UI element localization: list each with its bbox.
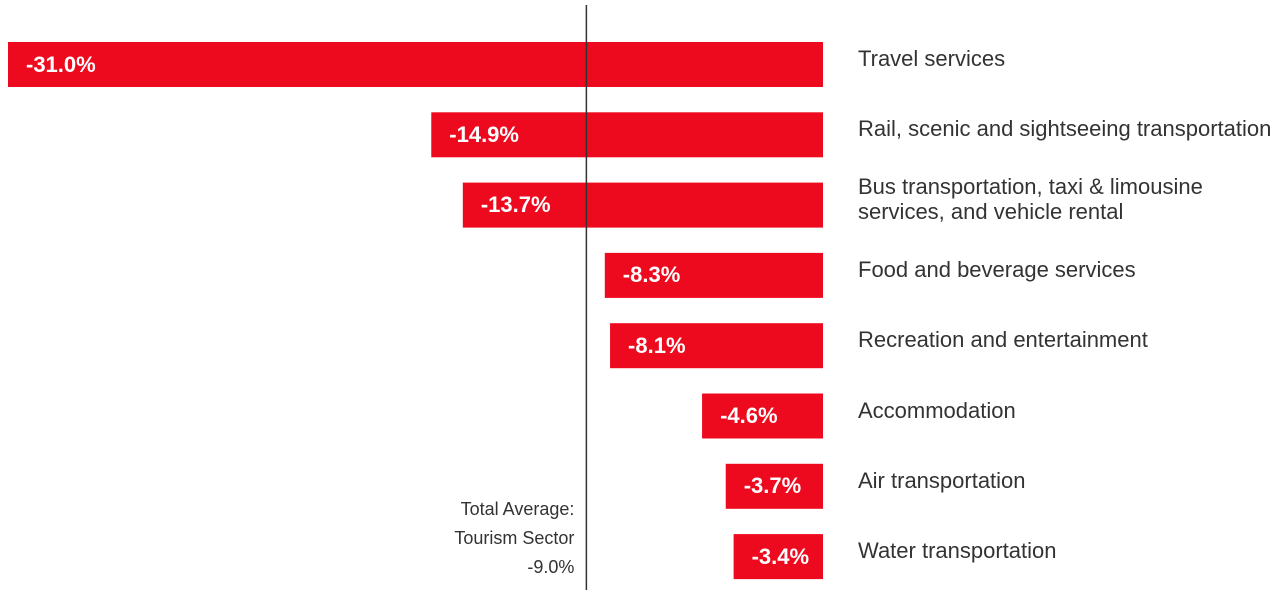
bar (702, 393, 823, 439)
bar (604, 252, 823, 298)
reference-annotation: Total Average: Tourism Sector -9.0% (324, 495, 574, 582)
category-label: Travel services (858, 46, 1006, 71)
value-label: -14.9% (449, 121, 519, 147)
category-label: Rail, scenic and sightseeing transportat… (858, 116, 1272, 142)
category-label: Recreation and entertainment (858, 327, 1148, 353)
category-label: Accommodation (858, 397, 1016, 423)
category-label: Water transportation (858, 538, 1057, 564)
value-label: -8.1% (628, 332, 686, 358)
bar (725, 463, 823, 509)
bar (610, 323, 823, 369)
reference-title: Total Average: (460, 499, 575, 519)
value-label: -8.3% (622, 262, 681, 288)
bar (8, 42, 823, 87)
reference-label: -9.0% (527, 557, 575, 577)
category-label: Food and beverage services (858, 256, 1136, 282)
value-label: -4.6% (720, 403, 778, 428)
value-label: -3.7% (743, 473, 802, 499)
bar (462, 182, 823, 228)
reference-title: Tourism Sector (454, 528, 575, 548)
bar (431, 112, 823, 158)
value-label: -13.7% (480, 192, 551, 218)
value-label: -3.4% (751, 543, 810, 569)
value-label: -31.0% (26, 51, 96, 77)
category-label: Bus transportation, taxi & limousine ser… (858, 174, 1203, 225)
bar (733, 534, 823, 580)
category-label: Air transportation (858, 467, 1026, 493)
